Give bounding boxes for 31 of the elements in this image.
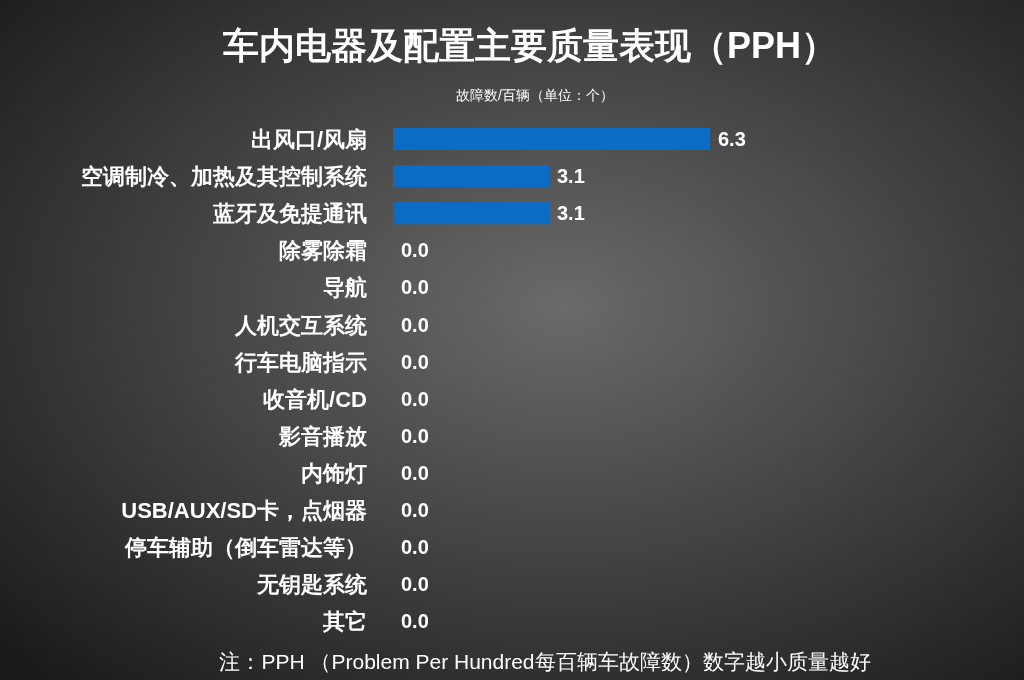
data-label: 0.0 — [401, 424, 429, 447]
category-label: 空调制冷、加热及其控制系统 — [81, 164, 367, 190]
data-label: 0.0 — [401, 536, 429, 559]
category-label: 导航 — [323, 275, 367, 301]
category-label: 无钥匙系统 — [257, 572, 367, 598]
subtitle: 故障数/百辆（单位：个） — [456, 87, 614, 103]
category-label: 人机交互系统 — [235, 312, 367, 338]
data-label: 0.0 — [401, 573, 429, 596]
data-label: 0.0 — [401, 461, 429, 484]
category-label: 影音播放 — [279, 423, 367, 449]
data-label: 0.0 — [401, 313, 429, 336]
data-label: 3.1 — [557, 165, 585, 188]
data-label: 0.0 — [401, 387, 429, 410]
data-label: 0.0 — [401, 276, 429, 299]
data-label: 0.0 — [401, 239, 429, 262]
category-label: 内饰灯 — [301, 460, 367, 486]
annotation: 注：PPH （Problem Per Hundred每百辆车故障数）数字越小质量越好 — [219, 650, 871, 673]
category-label: 行车电脑指示 — [235, 349, 367, 375]
data-label: 0.0 — [401, 610, 429, 633]
category-label: USB/AUX/SD卡，点烟器 — [121, 498, 367, 523]
data-label: 0.0 — [401, 499, 429, 521]
category-label: 蓝牙及免提通讯 — [213, 201, 367, 227]
data-label: 3.1 — [557, 202, 585, 225]
data-label: 0.0 — [401, 350, 429, 373]
category-label: 除雾除霜 — [279, 238, 367, 264]
category-label: 其它 — [323, 609, 367, 635]
title: 车内电器及配置主要质量表现（PPH） — [223, 25, 837, 66]
category-label: 收音机/CD — [263, 386, 367, 412]
category-label: 出风口/风扇 — [250, 127, 367, 152]
data-label: 6.3 — [718, 128, 746, 150]
category-label: 停车辅助（倒车雷达等） — [125, 535, 367, 561]
